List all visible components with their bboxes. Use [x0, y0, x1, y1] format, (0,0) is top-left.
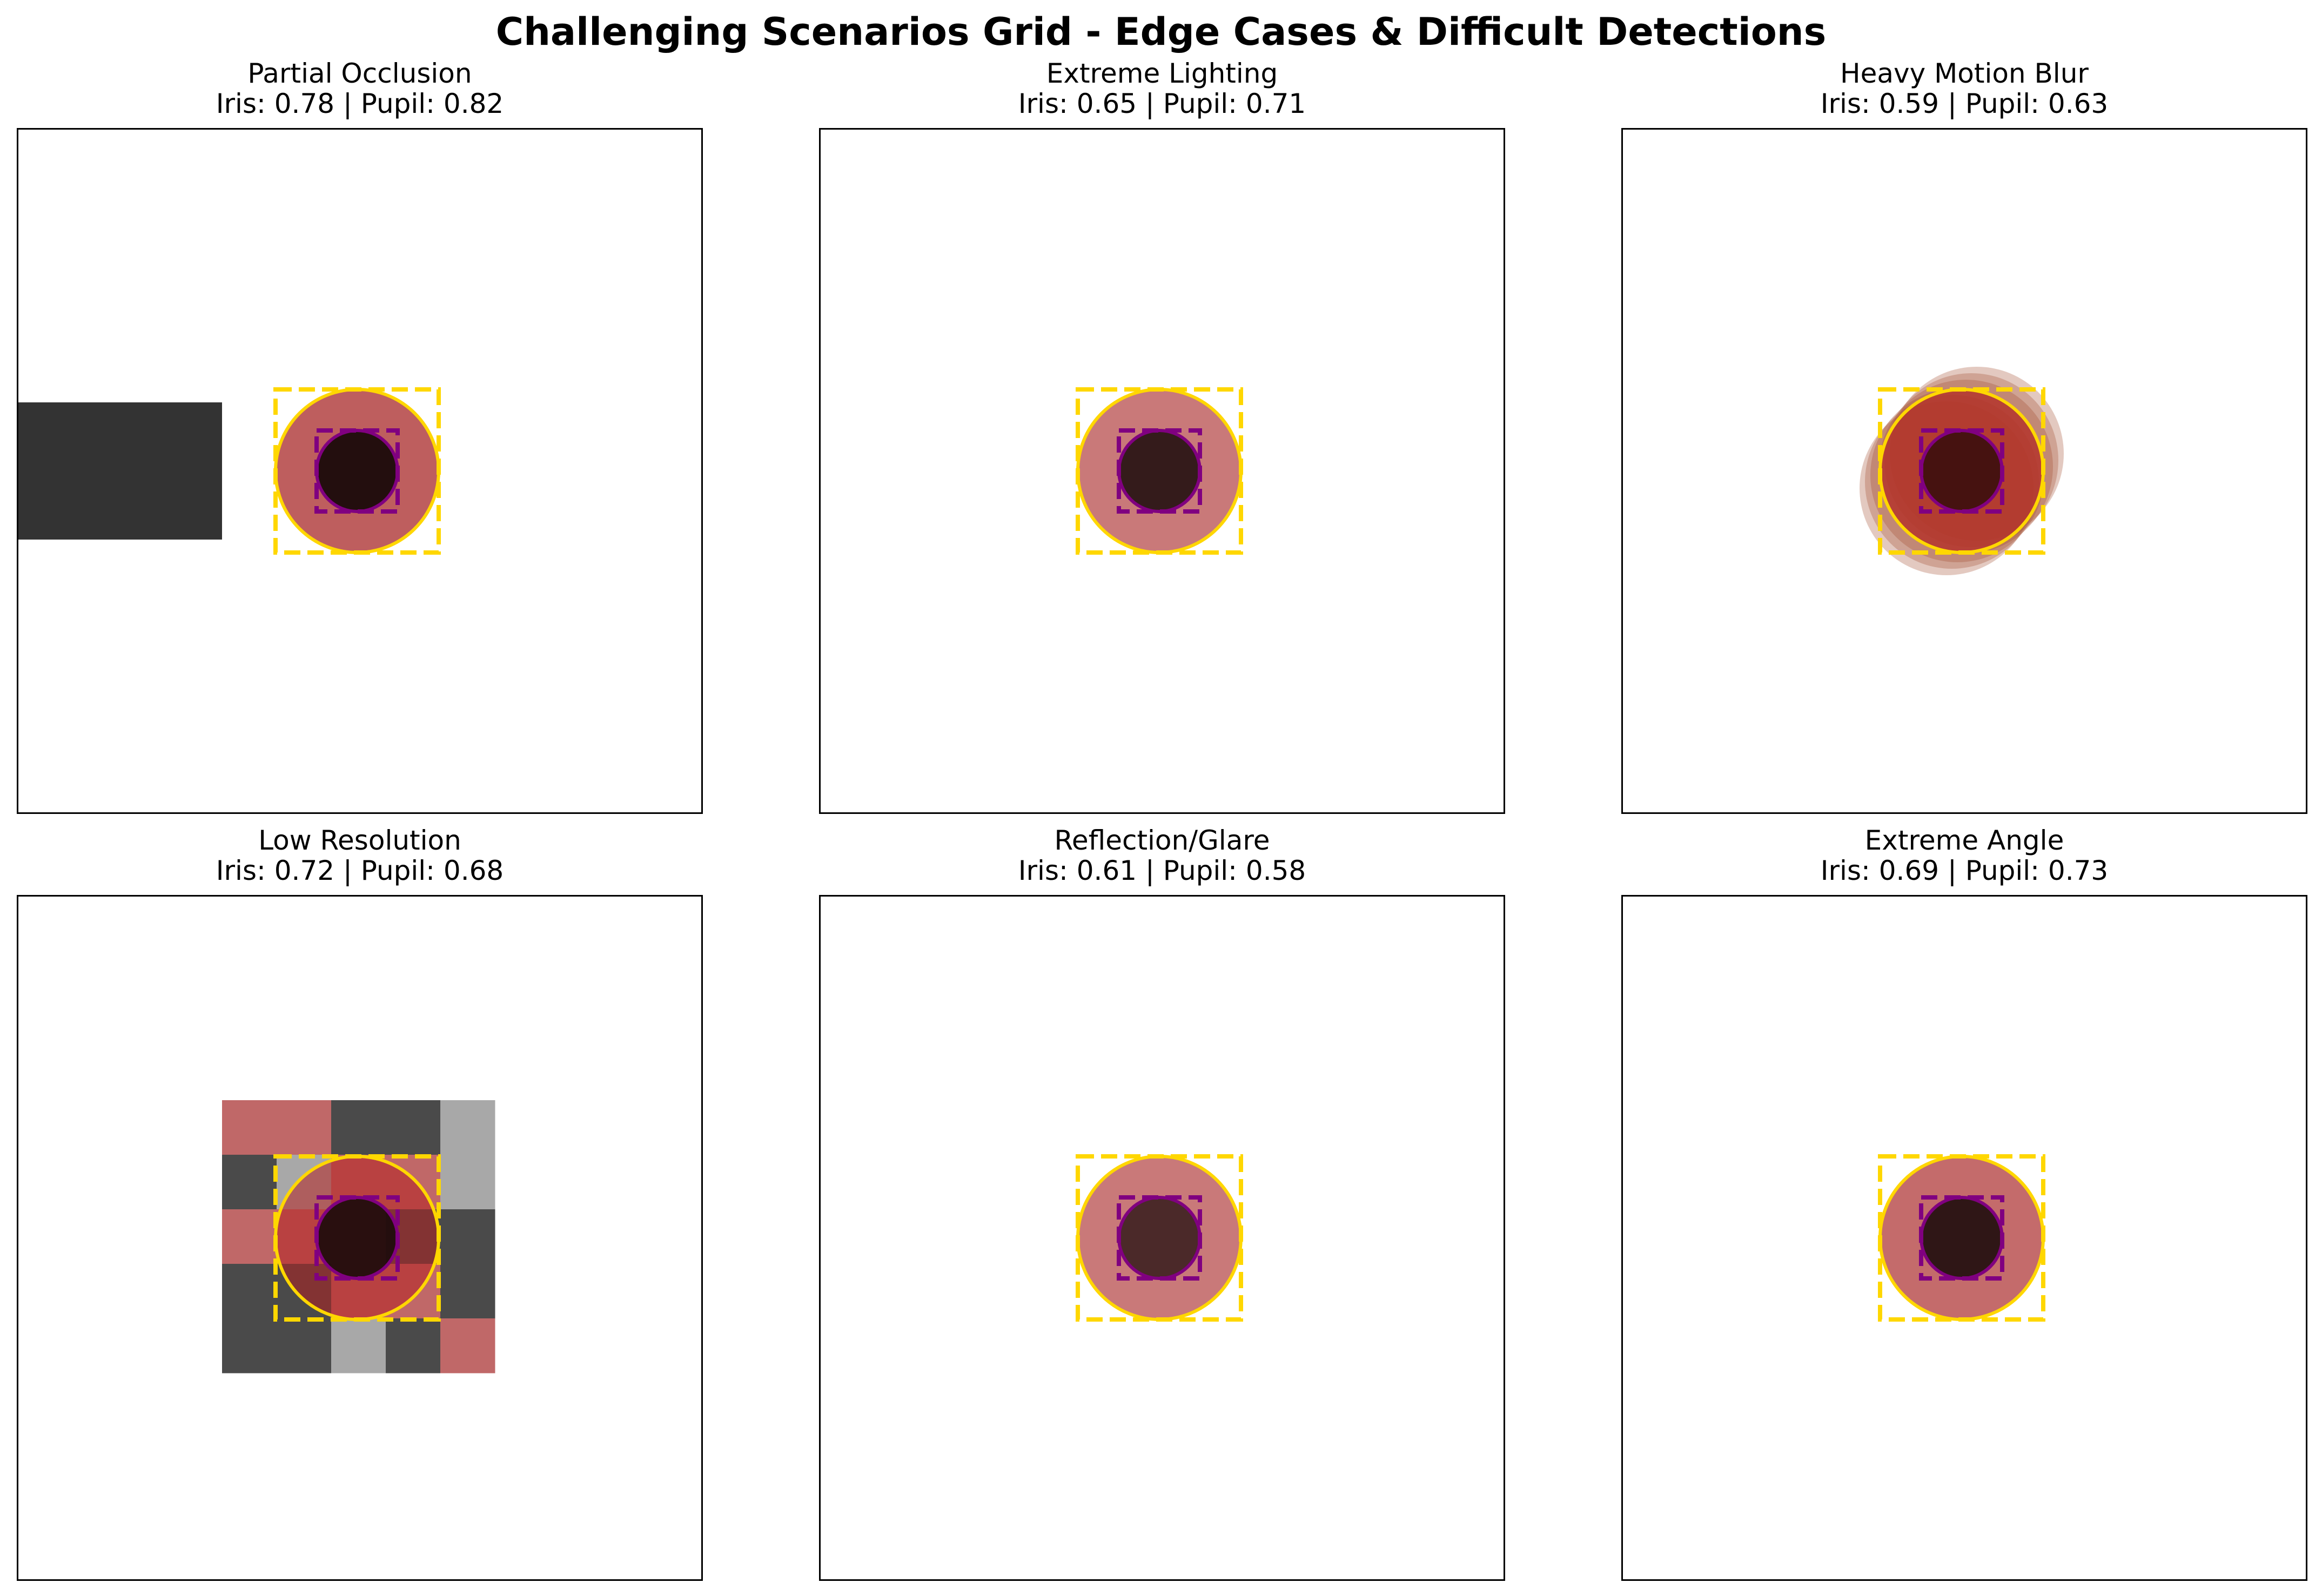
axes-frame: [17, 895, 703, 1581]
scenario-metrics: Iris: 0.59 | Pupil: 0.63: [1820, 88, 2109, 119]
panel-axes-low-resolution: [17, 895, 703, 1581]
scenario-metrics: Iris: 0.61 | Pupil: 0.58: [1018, 855, 1306, 886]
pixel-block: [440, 1264, 495, 1319]
panel-axes-occlusion: [17, 128, 703, 814]
pupil-circle: [315, 1196, 399, 1280]
pixel-block: [440, 1318, 495, 1373]
panel-axes-angle: [1621, 895, 2307, 1581]
scenario-plot: [1621, 895, 2307, 1581]
figure-title: Challenging Scenarios Grid - Edge Cases …: [495, 10, 1827, 54]
panel-axes-lighting: [819, 128, 1505, 814]
scenario-name: Partial Occlusion: [247, 58, 472, 89]
pupil-bounding-box: [1919, 1195, 2004, 1281]
pixel-block: [222, 1264, 277, 1319]
pupil-bounding-box: [1919, 428, 2004, 514]
pupil-circle: [315, 429, 399, 513]
pixel-block: [222, 1155, 277, 1210]
panel-title-motion-blur: Heavy Motion Blur Iris: 0.59 | Pupil: 0.…: [1621, 58, 2307, 119]
pupil-bounding-box: [314, 428, 400, 514]
iris-bounding-box: [1878, 1154, 2045, 1322]
iris-bounding-box: [1076, 387, 1243, 555]
iris-bounding-box: [273, 387, 441, 555]
iris-bounding-box: [1076, 1154, 1243, 1322]
pixel-block: [277, 1318, 332, 1373]
scenario-plot: [819, 128, 1505, 814]
panel-title-low-resolution: Low Resolution Iris: 0.72 | Pupil: 0.68: [17, 825, 703, 886]
pixel-block: [222, 1318, 277, 1373]
pixel-block: [222, 1100, 277, 1155]
pixel-block: [331, 1100, 386, 1155]
scenario-plot: [17, 895, 703, 1581]
panel-title-angle: Extreme Angle Iris: 0.69 | Pupil: 0.73: [1621, 825, 2307, 886]
axes-frame: [819, 128, 1505, 814]
pupil-circle: [1920, 1196, 2004, 1280]
iris-bounding-box: [273, 1154, 441, 1322]
scenario-metrics: Iris: 0.65 | Pupil: 0.71: [1018, 88, 1306, 119]
occlusion-block: [17, 402, 222, 540]
pixel-block: [331, 1318, 386, 1373]
scenario-plot: [17, 128, 703, 814]
axes-frame: [1621, 128, 2307, 814]
panel-title-occlusion: Partial Occlusion Iris: 0.78 | Pupil: 0.…: [17, 58, 703, 119]
axes-frame: [1621, 895, 2307, 1581]
pupil-circle: [1117, 1196, 1202, 1280]
scenario-name: Reflection/Glare: [1054, 825, 1270, 856]
pixel-block: [440, 1209, 495, 1264]
pixel-block: [222, 1209, 277, 1264]
pixel-block: [386, 1318, 441, 1373]
pupil-bounding-box: [1117, 428, 1202, 514]
pupil-circle: [1920, 429, 2004, 513]
iris-bounding-box: [1878, 387, 2045, 555]
pupil-bounding-box: [314, 1195, 400, 1281]
axes-frame: [17, 128, 703, 814]
scenario-plot: [1621, 128, 2307, 814]
pupil-circle: [1117, 429, 1202, 513]
panel-axes-glare: [819, 895, 1505, 1581]
pixel-block: [386, 1100, 441, 1155]
panel-title-lighting: Extreme Lighting Iris: 0.65 | Pupil: 0.7…: [819, 58, 1505, 119]
scenario-name: Extreme Lighting: [1046, 58, 1278, 89]
axes-frame: [819, 895, 1505, 1581]
pixel-block: [440, 1155, 495, 1210]
scenario-name: Heavy Motion Blur: [1840, 58, 2089, 89]
pixel-block: [440, 1100, 495, 1155]
pupil-bounding-box: [1117, 1195, 1202, 1281]
scenario-name: Extreme Angle: [1864, 825, 2064, 856]
pixel-block: [277, 1100, 332, 1155]
panel-axes-motion-blur: [1621, 128, 2307, 814]
scenario-metrics: Iris: 0.78 | Pupil: 0.82: [216, 88, 504, 119]
scenario-name: Low Resolution: [258, 825, 461, 856]
scenario-metrics: Iris: 0.72 | Pupil: 0.68: [216, 855, 504, 886]
scenario-metrics: Iris: 0.69 | Pupil: 0.73: [1820, 855, 2109, 886]
panel-title-glare: Reflection/Glare Iris: 0.61 | Pupil: 0.5…: [819, 825, 1505, 886]
scenario-plot: [819, 895, 1505, 1581]
